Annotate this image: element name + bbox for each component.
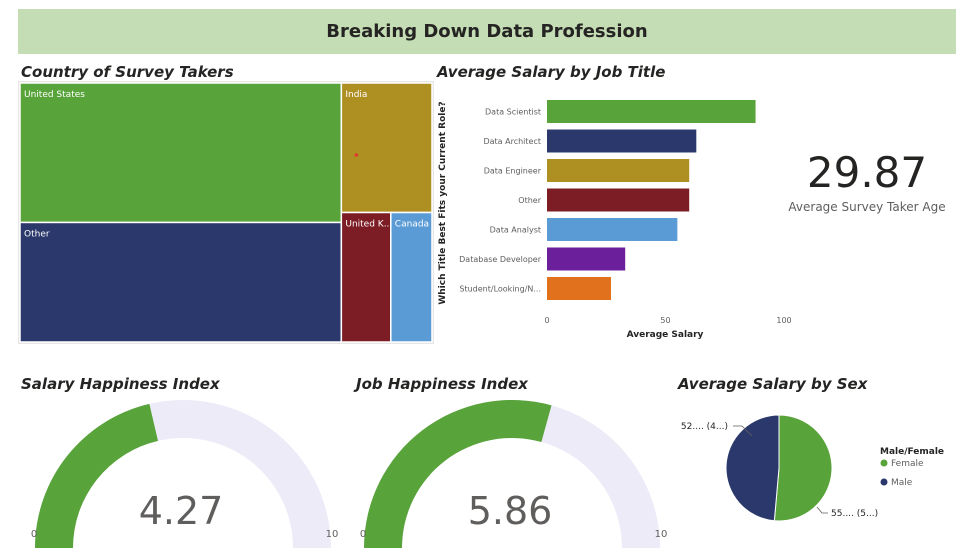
bar-x-tick-label: 50 [660, 316, 670, 325]
job-gauge: 5.86 0 10 [360, 399, 668, 548]
salary-gauge-max-label: 10 [326, 529, 339, 540]
bar-category-label: Data Architect [483, 137, 541, 146]
bar-x-tick-label: 0 [544, 316, 549, 325]
kpi-label: Average Survey Taker Age [788, 200, 946, 214]
bar-category-label: Student/Looking/N... [459, 285, 541, 294]
treemap-label-united-k: United K... [345, 220, 392, 230]
treemap-label-united-states: United States [24, 90, 85, 100]
treemap-tile-canada[interactable] [390, 211, 433, 343]
pie-legend-title: Male/Female [880, 447, 944, 457]
treemap-chart: United States Other India United K... Canada [18, 81, 434, 344]
pie-chart: 52.... (4...) 55.... (5...) Male/Female … [681, 414, 944, 522]
bar-data-engineer[interactable] [547, 159, 690, 182]
treemap-tile-other[interactable] [19, 221, 343, 343]
pie-slice-male[interactable] [725, 414, 780, 522]
pie-legend-marker-female [880, 459, 888, 467]
bar-data-architect[interactable] [547, 129, 697, 153]
treemap-label-india: India [345, 90, 367, 100]
salary-gauge-title: Salary Happiness Index [21, 375, 220, 393]
gauge-fill [364, 399, 552, 548]
pie-slice-female[interactable] [773, 414, 833, 522]
bar-data-analyst[interactable] [547, 218, 678, 241]
bar-data-scientist[interactable] [547, 100, 756, 123]
bar-category-label: Database Developer [459, 255, 542, 264]
dashboard-banner: Breaking Down Data Profession [18, 9, 956, 54]
bar-database-developer[interactable] [547, 247, 626, 271]
pie-legend-label-male[interactable]: Male [891, 478, 913, 488]
treemap-tile-india[interactable] [340, 82, 433, 214]
pie-leader-line-male [733, 425, 753, 437]
kpi-value: 29.87 [806, 148, 928, 197]
pie-label-male: 52.... (4...) [681, 422, 728, 432]
bar-other[interactable] [547, 188, 690, 212]
bar-x-tick-label: 100 [776, 316, 791, 325]
bar-category-label: Data Analyst [490, 226, 541, 235]
bar-chart-title: Average Salary by Job Title [437, 63, 666, 81]
salary-gauge-value: 4.27 [139, 489, 224, 533]
job-gauge-title: Job Happiness Index [356, 375, 528, 393]
bar-student-looking-n[interactable] [547, 277, 611, 300]
pie-leader-line-female [816, 506, 828, 514]
job-gauge-max-label: 10 [655, 529, 668, 540]
treemap-label-canada: Canada [395, 220, 429, 230]
job-gauge-min-label: 0 [360, 529, 366, 540]
pie-chart-title: Average Salary by Sex [678, 375, 868, 393]
treemap-marker-dot [354, 153, 359, 157]
pie-legend-marker-male [880, 478, 888, 486]
pie-label-female: 55.... (5...) [831, 509, 878, 519]
treemap-tile-united-states[interactable] [19, 82, 343, 224]
bar-category-label: Other [518, 196, 541, 205]
bar-chart: Which Title Best Fits your Current Role?… [438, 100, 792, 340]
bar-chart-x-axis-label: Average Salary [627, 330, 704, 340]
treemap-label-other: Other [24, 229, 50, 239]
dashboard-title: Breaking Down Data Profession [326, 21, 648, 42]
treemap-title: Country of Survey Takers [21, 63, 234, 81]
bar-chart-y-axis-label: Which Title Best Fits your Current Role? [438, 101, 448, 304]
bar-category-label: Data Engineer [484, 167, 542, 176]
salary-gauge-min-label: 0 [31, 529, 37, 540]
job-gauge-value: 5.86 [468, 489, 553, 533]
gauge-fill [35, 403, 158, 548]
treemap-tile-united-k[interactable] [340, 211, 392, 343]
salary-gauge: 4.27 0 10 [31, 400, 339, 548]
pie-legend-label-female[interactable]: Female [891, 459, 924, 469]
bar-category-label: Data Scientist [485, 108, 541, 117]
